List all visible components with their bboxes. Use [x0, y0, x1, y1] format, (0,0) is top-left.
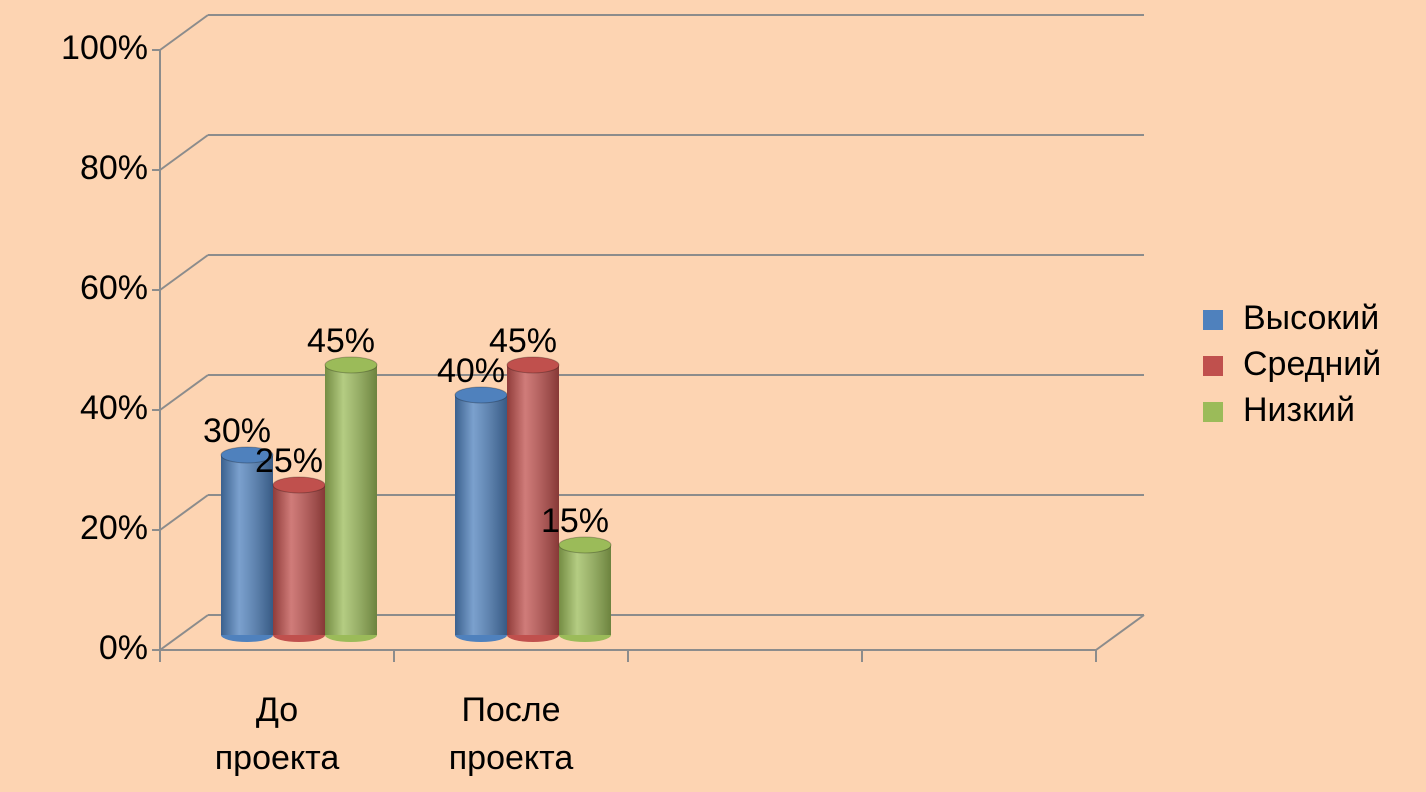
data-label: 25% [255, 442, 323, 480]
x-tick-label: После проекта [426, 686, 596, 782]
y-tick-label: 60% [80, 269, 148, 307]
legend-swatch [1203, 356, 1223, 376]
bar-shade [455, 395, 507, 635]
data-label: 45% [307, 322, 375, 360]
legend-label: Высокий [1243, 299, 1379, 337]
bar-shade [559, 545, 611, 635]
grid-line [160, 375, 208, 410]
grid-line [160, 255, 208, 290]
y-tick-label: 0% [99, 629, 148, 667]
x-tick-label: До проекта [192, 686, 362, 782]
bar-shade [221, 455, 273, 635]
legend-label: Средний [1243, 345, 1381, 383]
data-label: 45% [489, 322, 557, 360]
y-tick-label: 100% [61, 29, 148, 67]
data-label: 15% [541, 502, 609, 540]
grid-line [160, 495, 208, 530]
legend-swatch [1203, 402, 1223, 422]
bar-shade [325, 365, 377, 635]
grid-line [160, 135, 208, 170]
y-tick-label: 20% [80, 509, 148, 547]
grid-line [160, 15, 208, 50]
y-tick-label: 80% [80, 149, 148, 187]
chart: 0%20%40%60%80%100%30%40%25%45%45%15%Высо… [0, 0, 1426, 792]
bar-shade [507, 365, 559, 635]
y-tick-label: 40% [80, 389, 148, 427]
bar-shade [273, 485, 325, 635]
chart-page: 0%20%40%60%80%100%30%40%25%45%45%15%Высо… [0, 0, 1426, 792]
legend-swatch [1203, 310, 1223, 330]
legend-label: Низкий [1243, 391, 1355, 429]
floor-edge [1096, 615, 1144, 650]
grid-line [160, 615, 208, 650]
